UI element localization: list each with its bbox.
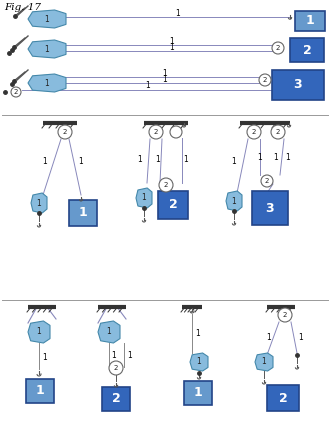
- Text: 1: 1: [43, 352, 48, 361]
- Polygon shape: [102, 387, 130, 411]
- Text: 2: 2: [112, 392, 120, 405]
- Polygon shape: [272, 70, 324, 100]
- Circle shape: [109, 361, 123, 375]
- Circle shape: [272, 42, 284, 54]
- Polygon shape: [28, 10, 66, 28]
- Text: 1: 1: [107, 328, 112, 336]
- Text: 2: 2: [263, 77, 267, 83]
- Text: 1: 1: [197, 357, 201, 367]
- Text: 1: 1: [128, 351, 132, 360]
- Text: 1: 1: [170, 43, 174, 52]
- Text: 1: 1: [232, 157, 236, 166]
- Text: Fig. 17: Fig. 17: [4, 3, 41, 12]
- Polygon shape: [28, 40, 66, 58]
- Text: 1: 1: [163, 69, 167, 77]
- Text: 1: 1: [112, 351, 116, 360]
- Polygon shape: [190, 353, 208, 371]
- Circle shape: [149, 125, 163, 139]
- Text: 2: 2: [283, 312, 287, 318]
- Text: 2: 2: [154, 129, 158, 135]
- Polygon shape: [136, 188, 152, 208]
- Polygon shape: [184, 381, 212, 405]
- Text: 1: 1: [146, 81, 150, 90]
- Text: 2: 2: [303, 44, 312, 57]
- Text: 1: 1: [258, 153, 262, 162]
- Circle shape: [259, 74, 271, 86]
- Text: 1: 1: [163, 74, 167, 84]
- Text: 1: 1: [170, 36, 174, 45]
- Text: 2: 2: [276, 129, 280, 135]
- Text: 1: 1: [43, 157, 48, 166]
- Text: 2: 2: [279, 392, 287, 405]
- Text: 1: 1: [267, 332, 271, 341]
- Text: 2: 2: [114, 365, 118, 371]
- Text: 3: 3: [266, 202, 274, 214]
- Circle shape: [170, 126, 182, 138]
- Polygon shape: [267, 385, 299, 411]
- Polygon shape: [226, 191, 242, 211]
- Text: 1: 1: [176, 9, 181, 18]
- Circle shape: [58, 125, 72, 139]
- Text: 1: 1: [37, 328, 41, 336]
- Text: 1: 1: [286, 153, 290, 162]
- Polygon shape: [158, 191, 188, 219]
- Circle shape: [159, 178, 173, 192]
- Polygon shape: [28, 74, 66, 92]
- Circle shape: [271, 125, 285, 139]
- Text: 2: 2: [164, 182, 168, 188]
- Text: 1: 1: [45, 78, 50, 88]
- Text: 1: 1: [262, 357, 266, 367]
- Text: 2: 2: [265, 178, 269, 184]
- Text: 2: 2: [14, 89, 18, 95]
- Text: 1: 1: [45, 44, 50, 53]
- Text: 1: 1: [138, 154, 142, 163]
- Text: 3: 3: [294, 78, 302, 92]
- Text: 1: 1: [142, 194, 147, 202]
- Circle shape: [11, 87, 21, 97]
- Text: 2: 2: [169, 198, 178, 211]
- Polygon shape: [295, 11, 325, 31]
- Polygon shape: [252, 191, 288, 225]
- Polygon shape: [26, 379, 54, 403]
- Text: 1: 1: [299, 332, 303, 341]
- Text: 1: 1: [45, 15, 50, 24]
- Text: 1: 1: [79, 206, 87, 219]
- Polygon shape: [255, 353, 273, 371]
- Text: 2: 2: [276, 45, 280, 51]
- Text: 2: 2: [252, 129, 256, 135]
- Text: 1: 1: [37, 198, 41, 207]
- Polygon shape: [69, 200, 97, 226]
- Text: 1: 1: [79, 157, 83, 166]
- Circle shape: [261, 175, 273, 187]
- Text: 1: 1: [306, 15, 314, 28]
- Polygon shape: [28, 321, 50, 343]
- Text: 1: 1: [156, 154, 160, 163]
- Text: 2: 2: [63, 129, 67, 135]
- Text: 1: 1: [274, 153, 279, 162]
- Text: 1: 1: [36, 384, 44, 397]
- Text: 1: 1: [232, 197, 236, 206]
- Text: 1: 1: [183, 154, 188, 163]
- Text: 1: 1: [196, 328, 200, 337]
- Circle shape: [278, 308, 292, 322]
- Polygon shape: [31, 193, 47, 213]
- Polygon shape: [98, 321, 120, 343]
- Polygon shape: [290, 38, 324, 62]
- Text: 1: 1: [194, 387, 202, 400]
- Circle shape: [247, 125, 261, 139]
